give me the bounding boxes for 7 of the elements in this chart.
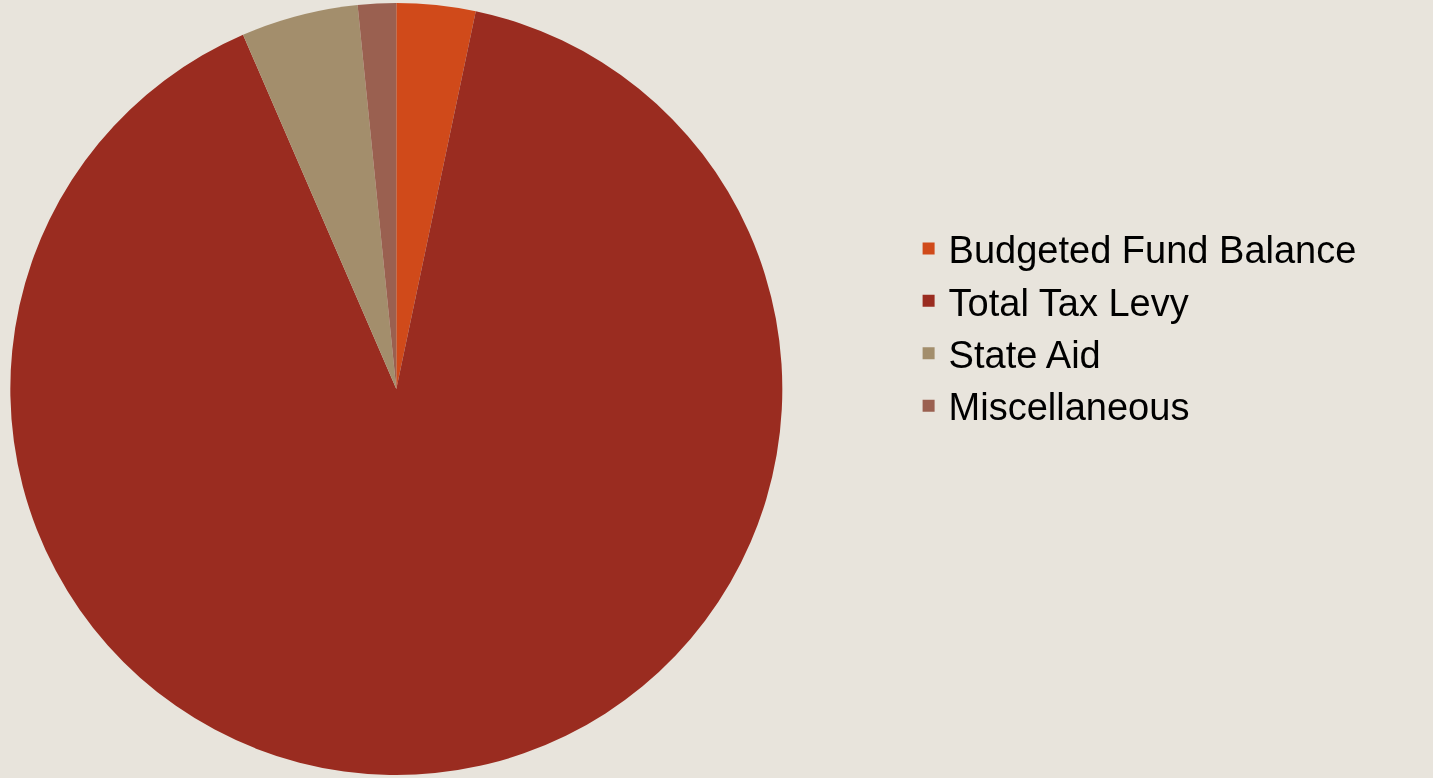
- pie-slice: [396, 3, 476, 389]
- legend-label: Budgeted Fund Balance: [948, 229, 1357, 272]
- legend-label: Miscellaneous: [948, 386, 1190, 429]
- pie-slice: [243, 4, 397, 389]
- legend-label: State Aid: [948, 334, 1101, 377]
- legend-label: Total Tax Levy: [948, 281, 1189, 324]
- pie-slice: [10, 11, 782, 775]
